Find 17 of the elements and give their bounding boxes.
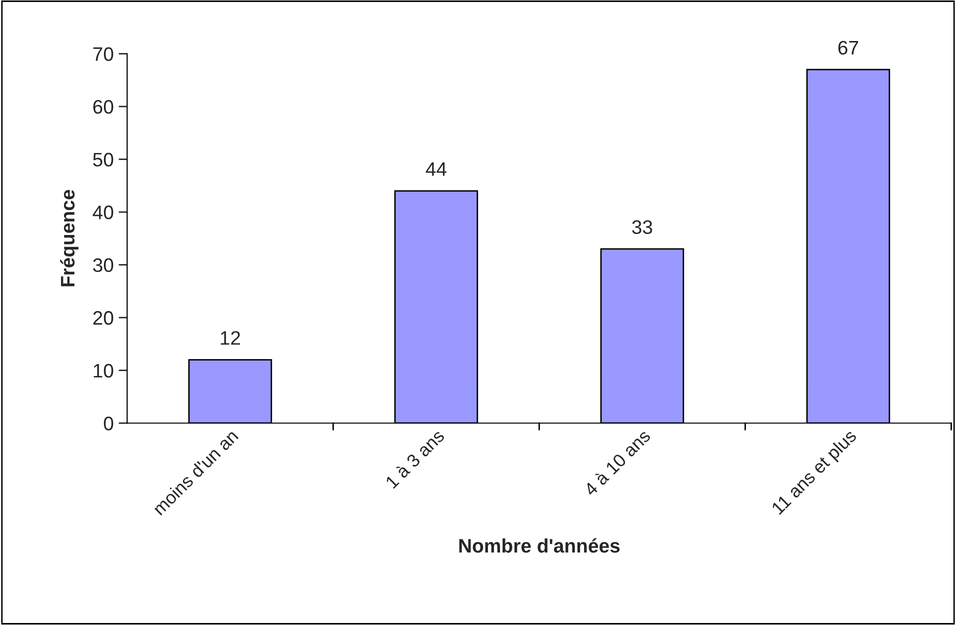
y-tick-label: 10 — [94, 364, 114, 378]
data-label: 44 — [426, 162, 446, 176]
y-tick-label: 40 — [92, 206, 114, 220]
y-axis-title: Fréquence — [60, 190, 78, 286]
data-label: 67 — [838, 40, 858, 55]
y-tick-label: 70 — [93, 47, 114, 61]
y-tick-label: 60 — [93, 100, 114, 114]
y-tick-label: 20 — [93, 311, 114, 325]
x-axis-title: Nombre d'années — [459, 538, 620, 553]
y-tick-label: 50 — [93, 152, 114, 167]
y-tick-label: 0 — [104, 416, 114, 430]
y-tick-label: 30 — [93, 258, 114, 272]
x-tick-label: 1 à 3 ans — [384, 428, 446, 489]
data-label: 33 — [632, 220, 652, 234]
x-tick-label: 4 à 10 ans — [582, 428, 652, 497]
data-label: 12 — [220, 331, 240, 345]
x-tick-label: 11 ans et plus — [770, 428, 860, 518]
